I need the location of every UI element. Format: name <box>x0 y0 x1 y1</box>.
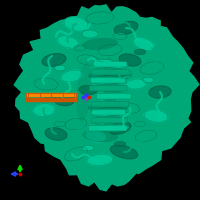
Polygon shape <box>61 70 83 82</box>
Polygon shape <box>87 154 113 166</box>
FancyBboxPatch shape <box>92 101 128 107</box>
Polygon shape <box>98 44 122 56</box>
Ellipse shape <box>92 68 132 76</box>
Ellipse shape <box>82 38 118 50</box>
Ellipse shape <box>134 49 146 55</box>
Polygon shape <box>57 36 79 48</box>
Polygon shape <box>64 17 88 31</box>
Ellipse shape <box>90 76 126 84</box>
Polygon shape <box>33 104 55 116</box>
Ellipse shape <box>82 30 98 38</box>
Ellipse shape <box>142 77 154 83</box>
Polygon shape <box>42 54 66 66</box>
Polygon shape <box>109 122 131 134</box>
Ellipse shape <box>74 45 86 51</box>
Ellipse shape <box>82 145 94 151</box>
Ellipse shape <box>88 103 128 113</box>
Polygon shape <box>65 118 87 130</box>
Polygon shape <box>34 78 58 90</box>
Polygon shape <box>26 93 76 96</box>
FancyBboxPatch shape <box>90 77 125 83</box>
Polygon shape <box>135 130 157 142</box>
Polygon shape <box>45 128 67 140</box>
Ellipse shape <box>99 124 129 132</box>
Ellipse shape <box>94 100 126 108</box>
Ellipse shape <box>114 141 126 147</box>
FancyBboxPatch shape <box>92 117 128 123</box>
Ellipse shape <box>82 130 118 142</box>
Polygon shape <box>140 62 164 74</box>
Ellipse shape <box>103 57 121 127</box>
Ellipse shape <box>94 116 126 124</box>
Polygon shape <box>119 54 141 66</box>
Polygon shape <box>149 86 171 98</box>
Ellipse shape <box>90 108 126 116</box>
Polygon shape <box>100 95 120 105</box>
Ellipse shape <box>44 93 56 99</box>
FancyBboxPatch shape <box>92 69 130 75</box>
Ellipse shape <box>54 121 66 127</box>
Polygon shape <box>26 98 76 101</box>
Polygon shape <box>144 110 168 122</box>
FancyBboxPatch shape <box>92 109 126 115</box>
FancyBboxPatch shape <box>88 125 127 131</box>
Ellipse shape <box>77 62 91 122</box>
Polygon shape <box>54 94 74 106</box>
Ellipse shape <box>54 65 66 71</box>
Polygon shape <box>85 130 107 142</box>
Polygon shape <box>86 12 114 24</box>
Polygon shape <box>77 55 99 65</box>
Polygon shape <box>114 21 138 35</box>
Polygon shape <box>110 145 138 159</box>
FancyBboxPatch shape <box>93 61 127 67</box>
Polygon shape <box>133 38 155 50</box>
Polygon shape <box>104 69 124 79</box>
Ellipse shape <box>88 71 132 81</box>
Ellipse shape <box>98 92 126 100</box>
FancyBboxPatch shape <box>96 93 131 99</box>
Ellipse shape <box>94 84 126 92</box>
Ellipse shape <box>113 32 127 40</box>
Polygon shape <box>65 147 87 161</box>
Polygon shape <box>94 115 114 125</box>
Polygon shape <box>79 86 97 94</box>
Polygon shape <box>126 79 146 89</box>
Ellipse shape <box>92 60 128 68</box>
Polygon shape <box>120 103 140 113</box>
Ellipse shape <box>134 121 146 127</box>
Polygon shape <box>14 5 199 191</box>
FancyBboxPatch shape <box>89 85 127 91</box>
